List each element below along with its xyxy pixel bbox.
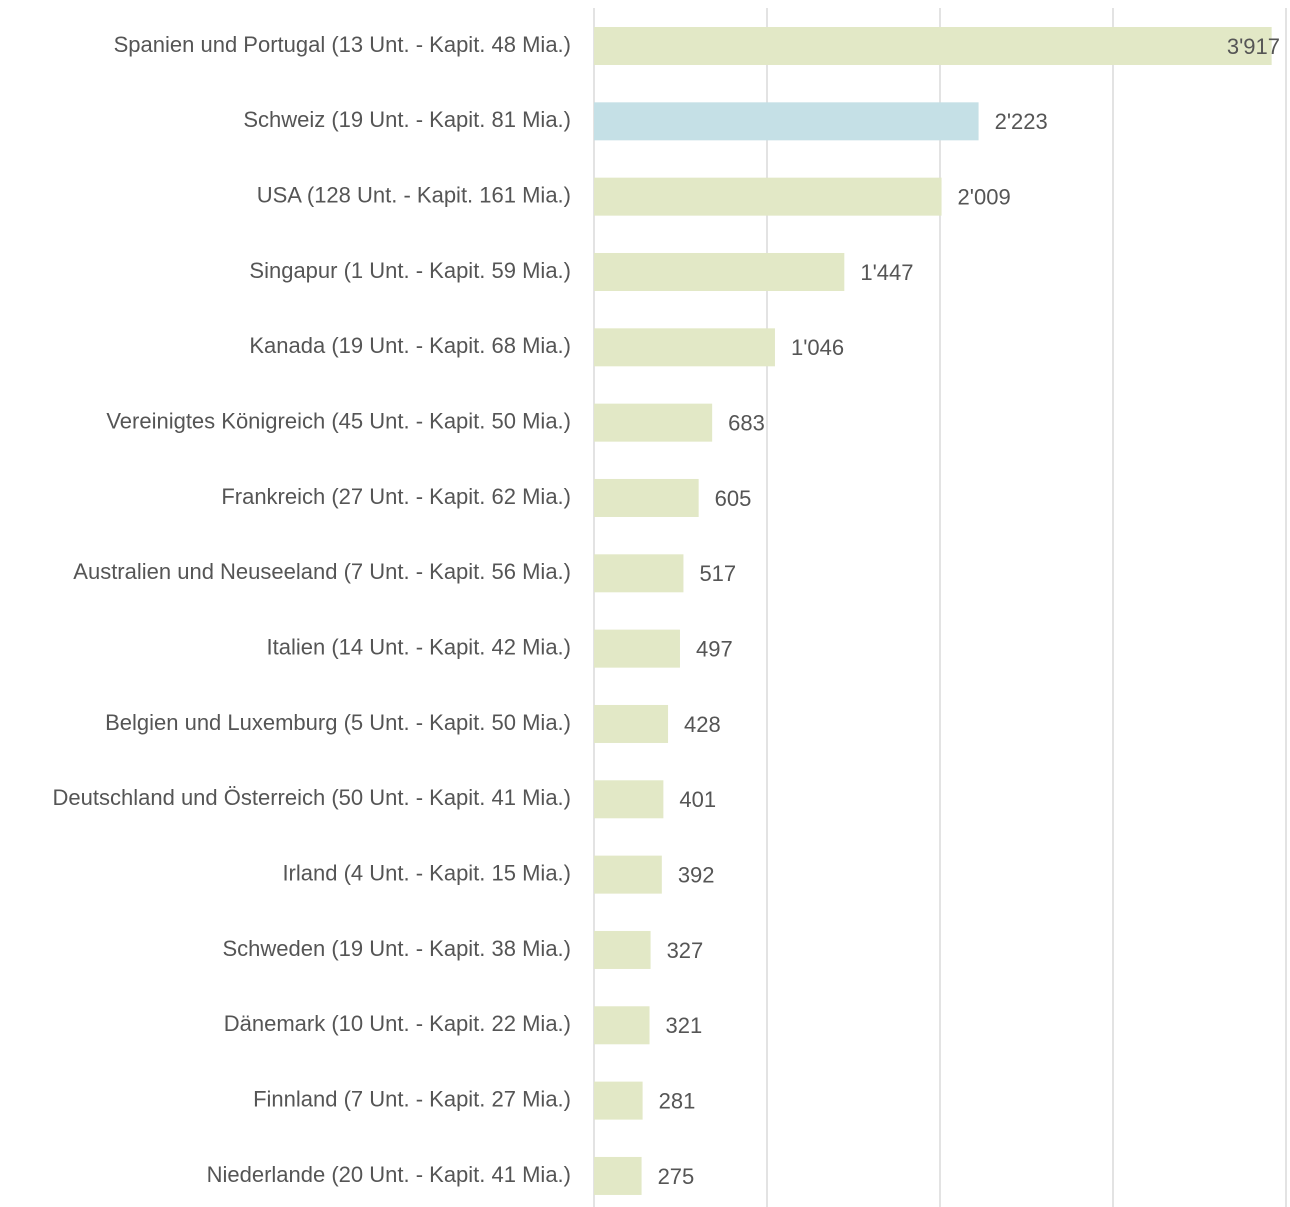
value-label: 428	[684, 712, 721, 737]
bar	[594, 780, 664, 819]
value-label: 327	[667, 938, 704, 963]
value-label: 281	[659, 1088, 696, 1113]
bar	[594, 855, 662, 894]
bar	[594, 27, 1272, 65]
category-label: Niederlande (20 Unt. - Kapit. 41 Mia.)	[207, 1162, 571, 1187]
category-label: Vereinigtes Königreich (45 Unt. - Kapit.…	[106, 408, 571, 433]
value-label: 2'009	[958, 184, 1011, 209]
value-label: 3'917	[1227, 34, 1280, 59]
value-label: 517	[699, 561, 736, 586]
category-label: Irland (4 Unt. - Kapit. 15 Mia.)	[282, 860, 571, 885]
bar	[594, 554, 684, 593]
category-label: Singapur (1 Unt. - Kapit. 59 Mia.)	[249, 258, 571, 283]
category-label: Deutschland und Österreich (50 Unt. - Ka…	[53, 785, 571, 810]
bar	[594, 704, 669, 743]
category-label: Kanada (19 Unt. - Kapit. 68 Mia.)	[249, 333, 571, 358]
category-label: Italien (14 Unt. - Kapit. 42 Mia.)	[267, 634, 571, 659]
bar	[594, 930, 651, 969]
value-label: 605	[715, 486, 752, 511]
category-label: Frankreich (27 Unt. - Kapit. 62 Mia.)	[221, 484, 571, 509]
bar	[594, 102, 979, 141]
value-label: 321	[666, 1013, 703, 1038]
category-label: Belgien und Luxemburg (5 Unt. - Kapit. 5…	[105, 710, 571, 735]
bar	[594, 478, 699, 517]
bar	[594, 403, 713, 442]
value-label: 683	[728, 410, 765, 435]
value-label: 2'223	[995, 109, 1048, 134]
value-label: 1'046	[791, 335, 844, 360]
bar	[594, 1156, 642, 1195]
category-label: Spanien und Portugal (13 Unt. - Kapit. 4…	[114, 32, 571, 57]
value-label: 392	[678, 862, 715, 887]
category-label: Schweden (19 Unt. - Kapit. 38 Mia.)	[223, 936, 572, 961]
bar	[594, 629, 680, 668]
category-label: Australien und Neuseeland (7 Unt. - Kapi…	[73, 559, 571, 584]
bar	[594, 1006, 650, 1045]
value-label: 1'447	[860, 260, 913, 285]
category-label: Finnland (7 Unt. - Kapit. 27 Mia.)	[253, 1086, 571, 1111]
category-label: USA (128 Unt. - Kapit. 161 Mia.)	[257, 182, 571, 207]
category-label: Schweiz (19 Unt. - Kapit. 81 Mia.)	[243, 107, 571, 132]
bar	[594, 328, 775, 367]
value-label: 401	[679, 787, 716, 812]
bar	[594, 1081, 643, 1120]
bar	[594, 252, 845, 291]
value-label: 275	[658, 1164, 695, 1189]
value-label: 497	[696, 636, 733, 661]
category-label: Dänemark (10 Unt. - Kapit. 22 Mia.)	[224, 1011, 571, 1036]
bar	[594, 177, 942, 216]
